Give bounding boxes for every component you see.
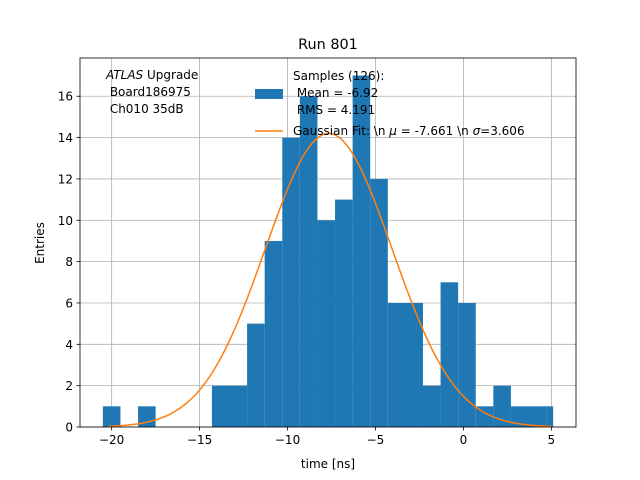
gaussian-fit-curve [108, 132, 552, 428]
annotation-atlas: ATLAS [105, 68, 144, 82]
histogram-bar [102, 406, 121, 427]
histogram-bar [528, 406, 547, 427]
y-tick-label: 16 [58, 90, 73, 104]
histogram-bar [510, 406, 529, 427]
annotation-line-2: Board186975 [106, 85, 191, 99]
histogram-bar [387, 302, 423, 427]
histogram-bar [247, 323, 265, 427]
legend-samples-rms: RMS = 4.191 [293, 103, 375, 117]
histogram-bar [352, 75, 371, 428]
histogram-bar [422, 385, 441, 427]
histogram-bar [493, 385, 511, 427]
annotation-line-3: Ch010 35dB [106, 102, 184, 116]
histogram-bar [458, 302, 476, 427]
histogram-bar [335, 199, 353, 427]
legend-fit-prefix: Gaussian Fit: \n [293, 124, 389, 138]
x-tick-label: −15 [187, 433, 212, 447]
x-tick-label: 0 [460, 433, 468, 447]
x-tick-label: −20 [99, 433, 124, 447]
histogram-bar [370, 178, 388, 427]
histogram-bar [317, 220, 336, 427]
y-tick-label: 8 [65, 255, 73, 269]
histogram-bar [299, 96, 318, 427]
histogram-bar [546, 406, 554, 427]
x-axis-label: time [ns] [301, 457, 355, 471]
histogram-bars [102, 75, 554, 428]
legend-fit-label: Gaussian Fit: \n μ = -7.661 \n σ=3.606 [293, 124, 525, 138]
y-tick-label: 0 [65, 421, 73, 435]
chart-title: Run 801 [298, 37, 358, 53]
annotation-line-1: ATLAS Upgrade [105, 68, 198, 82]
y-tick-label: 6 [65, 296, 73, 310]
legend-fit-mid: = -7.661 \n [397, 124, 473, 138]
histogram-bar [264, 240, 283, 427]
legend-samples-swatch [255, 89, 283, 99]
x-tick-label: 5 [548, 433, 556, 447]
y-tick-label: 14 [58, 131, 73, 145]
y-tick-label: 2 [65, 379, 73, 393]
legend-samples-mean: Mean = -6.92 [293, 86, 378, 100]
y-tick-label: 4 [65, 338, 73, 352]
histogram-bar [282, 137, 300, 427]
axes-frame [79, 57, 577, 428]
x-tick-label: −5 [367, 433, 385, 447]
legend-fit-mu: μ [388, 124, 397, 138]
legend-samples-title: Samples (126): [293, 69, 384, 83]
histogram-bar [440, 282, 459, 427]
legend: Samples (126): Mean = -6.92 RMS = 4.191 … [255, 69, 525, 138]
annotation-upgrade: Upgrade [143, 68, 198, 82]
atlas-annotation: ATLAS Upgrade Board186975 Ch010 35dB [105, 68, 198, 116]
legend-fit-sigma: σ [473, 124, 481, 138]
histogram-bar [475, 406, 494, 427]
x-tick-label: −10 [275, 433, 300, 447]
axis-ticks: −20 −15 −10 −5 0 5 0 2 4 6 8 10 12 14 16 [58, 90, 555, 447]
y-tick-label: 12 [58, 172, 73, 186]
y-tick-label: 10 [58, 214, 73, 228]
legend-fit-suffix: =3.606 [480, 124, 524, 138]
plot-area [79, 57, 577, 428]
y-axis-label: Entries [33, 222, 47, 264]
histogram-bar [211, 385, 248, 427]
